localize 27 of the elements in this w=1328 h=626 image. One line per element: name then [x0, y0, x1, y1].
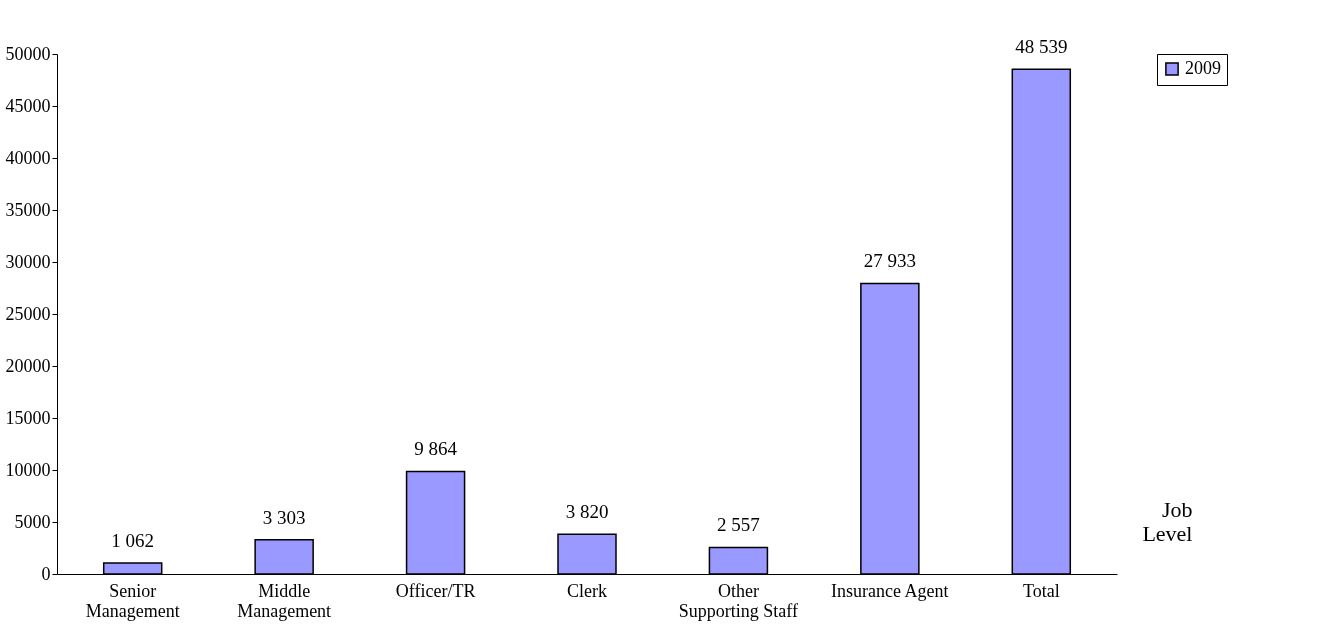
y-tick-label: 45000	[5, 95, 51, 116]
x-tick-label: Other Supporting Staff	[678, 580, 799, 621]
x-tick-label: Clerk	[567, 580, 607, 601]
y-tick-label: 5000	[14, 511, 51, 532]
y-tick-label: 10000	[5, 459, 51, 480]
x-tick-label: Total	[1022, 580, 1060, 601]
x-tick-label: Officer/TR	[395, 580, 476, 601]
y-tick-label: 20000	[5, 355, 51, 376]
data-label: 3 303	[262, 506, 306, 528]
x-tick-label: Insurance Agent	[831, 580, 949, 601]
x-axis-title: Job Level	[1142, 496, 1193, 546]
y-tick-label: 35000	[5, 199, 51, 220]
y-tick-label: 40000	[5, 147, 51, 168]
data-label: 9 864	[414, 438, 458, 460]
legend-label: 2009	[1185, 58, 1221, 78]
y-tick-label: 25000	[5, 303, 51, 324]
y-tick-label: 15000	[5, 407, 51, 428]
y-tick-label: 30000	[5, 251, 51, 272]
data-label: 2 557	[717, 514, 760, 536]
y-tick-label: 50000	[5, 43, 51, 64]
data-label: 27 933	[863, 250, 916, 272]
y-tick-label: 0	[41, 563, 51, 584]
data-label: 1 062	[111, 529, 155, 551]
data-label: 48 539	[1015, 36, 1068, 58]
data-label: 3 820	[565, 501, 609, 523]
x-tick-label: Senior Management	[85, 580, 180, 621]
x-tick-label: Middle Management	[237, 580, 332, 621]
